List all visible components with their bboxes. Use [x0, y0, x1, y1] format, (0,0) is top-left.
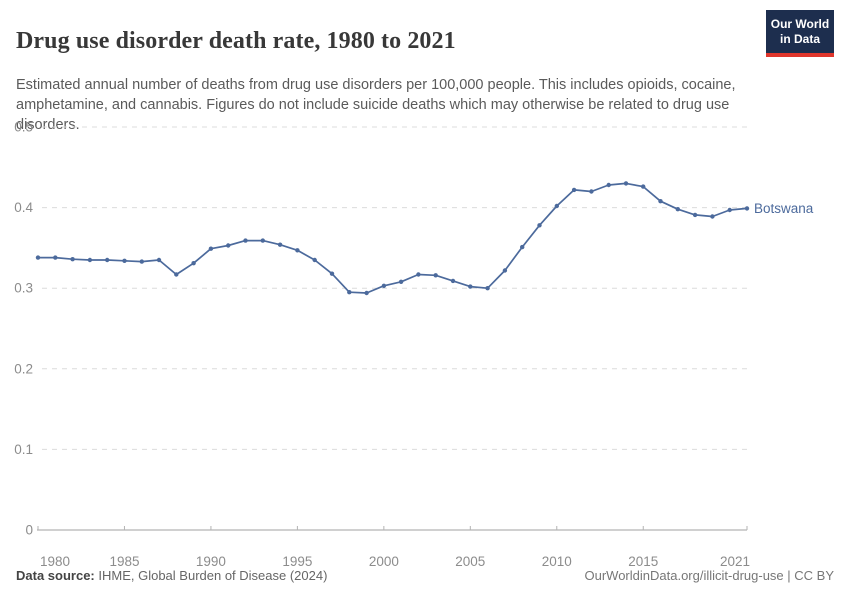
- chart-point[interactable]: [502, 268, 508, 273]
- chart-point[interactable]: [727, 207, 732, 213]
- chart-point[interactable]: [710, 214, 715, 219]
- chart-point[interactable]: [53, 255, 58, 260]
- x-tick-label: 1995: [282, 554, 312, 569]
- chart-point[interactable]: [641, 184, 646, 189]
- chart-point[interactable]: [87, 257, 93, 263]
- chart-point[interactable]: [277, 242, 283, 247]
- owid-logo-box: Our World in Data: [766, 10, 834, 53]
- chart-subtitle: Estimated annual number of deaths from d…: [16, 76, 736, 133]
- chart-point[interactable]: [589, 189, 594, 194]
- chart-point[interactable]: [35, 255, 41, 260]
- chart-point[interactable]: [156, 257, 162, 263]
- attribution-link[interactable]: OurWorldinData.org/illicit-drug-use | CC…: [584, 568, 835, 583]
- chart-point[interactable]: [675, 207, 680, 212]
- chart-point[interactable]: [226, 243, 231, 248]
- x-tick-label: 1980: [40, 554, 70, 569]
- x-tick-label: 2000: [369, 554, 399, 569]
- x-tick-label: 2021: [720, 554, 750, 569]
- chart-point[interactable]: [692, 212, 698, 218]
- y-tick-label: 0.1: [14, 442, 33, 457]
- chart-point[interactable]: [312, 257, 317, 263]
- chart-point[interactable]: [381, 283, 387, 288]
- x-tick-label: 1990: [196, 554, 226, 569]
- chart-point[interactable]: [191, 261, 196, 266]
- chart-point[interactable]: [208, 246, 214, 251]
- chart-point[interactable]: [122, 258, 127, 263]
- chart-point[interactable]: [260, 238, 265, 243]
- chart-point[interactable]: [329, 271, 335, 276]
- chart-point[interactable]: [347, 290, 352, 295]
- data-source: Data source: IHME, Global Burden of Dise…: [16, 568, 327, 583]
- chart-point[interactable]: [416, 272, 421, 277]
- y-tick-label: 0: [25, 523, 33, 538]
- owid-logo-line2: in Data: [779, 32, 820, 46]
- chart-footer: Data source: IHME, Global Burden of Dise…: [16, 568, 834, 583]
- chart-point[interactable]: [398, 279, 404, 284]
- x-tick-label: 2005: [455, 554, 485, 569]
- chart-point[interactable]: [174, 272, 179, 277]
- y-tick-label: 0.2: [14, 361, 33, 376]
- y-tick-label: 0.5: [14, 120, 33, 135]
- chart-point[interactable]: [433, 273, 438, 278]
- chart-point[interactable]: [554, 203, 559, 209]
- chart-point[interactable]: [468, 284, 473, 289]
- chart-point[interactable]: [658, 199, 663, 204]
- x-tick-label: 1985: [109, 554, 139, 569]
- chart-point[interactable]: [485, 286, 490, 291]
- chart-point[interactable]: [537, 223, 542, 228]
- owid-logo-line1: Our World: [770, 17, 830, 31]
- page-title: Drug use disorder death rate, 1980 to 20…: [16, 28, 456, 55]
- chart-point[interactable]: [364, 290, 369, 296]
- chart-point[interactable]: [571, 187, 577, 193]
- chart-point[interactable]: [139, 259, 144, 264]
- chart-point[interactable]: [70, 257, 75, 262]
- chart-point[interactable]: [623, 181, 629, 186]
- chart-point[interactable]: [450, 278, 456, 284]
- chart-point[interactable]: [105, 257, 110, 263]
- y-tick-label: 0.3: [14, 281, 33, 296]
- y-tick-label: 0.4: [14, 200, 33, 215]
- data-source-value: IHME, Global Burden of Disease (2024): [98, 568, 328, 583]
- chart-line-botswana[interactable]: [37, 182, 748, 294]
- x-tick-label: 2010: [542, 554, 572, 569]
- chart-point[interactable]: [744, 206, 750, 211]
- chart-point[interactable]: [295, 248, 300, 253]
- chart-point[interactable]: [520, 244, 525, 250]
- chart-point[interactable]: [243, 238, 248, 243]
- x-tick-label: 2015: [628, 554, 658, 569]
- chart-point[interactable]: [606, 182, 611, 188]
- entity-label-botswana[interactable]: Botswana: [754, 201, 814, 216]
- owid-logo-accent-bar: [766, 53, 834, 57]
- owid-logo[interactable]: Our World in Data: [766, 10, 834, 57]
- data-source-label: Data source:: [16, 568, 95, 583]
